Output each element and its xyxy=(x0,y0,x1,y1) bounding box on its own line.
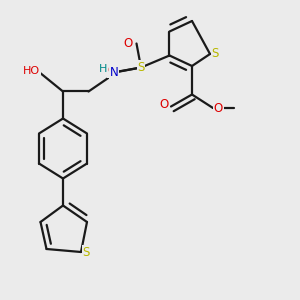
Text: H: H xyxy=(99,64,108,74)
Text: O: O xyxy=(123,37,132,50)
Text: HO: HO xyxy=(23,65,40,76)
Text: S: S xyxy=(137,61,145,74)
Text: S: S xyxy=(212,47,219,61)
Text: O: O xyxy=(214,101,223,115)
Text: S: S xyxy=(83,245,90,259)
Text: N: N xyxy=(110,65,118,79)
Text: O: O xyxy=(108,64,117,77)
Text: O: O xyxy=(160,98,169,112)
